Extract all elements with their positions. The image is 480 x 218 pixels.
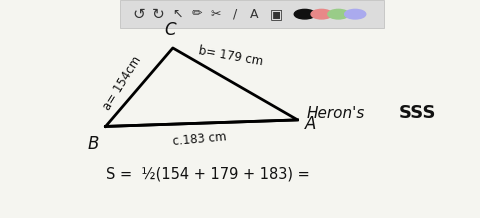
Text: A: A	[250, 8, 259, 21]
Circle shape	[328, 9, 349, 19]
Text: /: /	[233, 8, 237, 21]
Circle shape	[345, 9, 366, 19]
Text: ↖: ↖	[172, 8, 183, 21]
Text: B: B	[88, 135, 99, 153]
Text: ↺: ↺	[133, 7, 145, 22]
Text: SSS: SSS	[399, 104, 436, 122]
Text: a= 154cm: a= 154cm	[101, 53, 144, 112]
Text: ▣: ▣	[269, 7, 283, 21]
Text: Heron's: Heron's	[307, 106, 365, 121]
Text: c.183 cm: c.183 cm	[172, 131, 227, 148]
Text: C: C	[165, 21, 176, 39]
Circle shape	[311, 9, 332, 19]
Bar	[120, 0, 384, 28]
Text: ✂: ✂	[211, 8, 221, 21]
Circle shape	[294, 9, 315, 19]
Text: A: A	[305, 115, 316, 133]
Text: ↻: ↻	[152, 7, 165, 22]
Text: b= 179 cm: b= 179 cm	[197, 45, 264, 69]
Text: S =  ½(154 + 179 + 183) =: S = ½(154 + 179 + 183) =	[106, 167, 309, 182]
Text: ✏: ✏	[192, 8, 202, 21]
